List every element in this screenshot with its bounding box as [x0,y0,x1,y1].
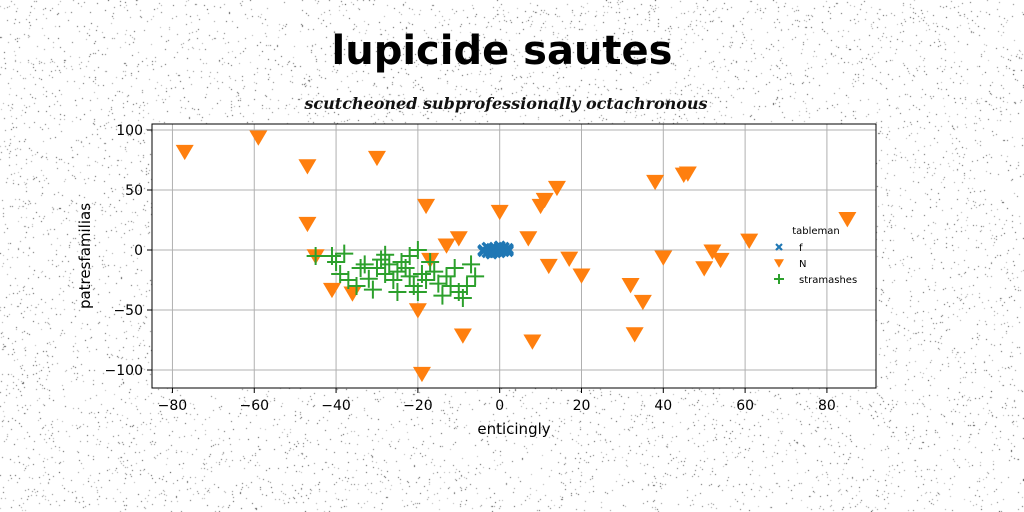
y-tick-label: −50 [113,303,143,319]
data-point-stramashes [396,259,415,277]
data-point-stramashes [400,267,419,286]
data-point-f [493,240,506,253]
legend-marker-f [775,243,783,251]
x-tick-label: 20 [573,398,591,414]
data-point-stramashes [327,253,346,271]
x-tick-label: −40 [321,398,351,414]
data-point-stramashes [417,271,436,289]
legend-label-N: N [799,259,806,270]
plot-area [152,124,876,388]
data-point-N [449,231,468,247]
data-point-N [547,180,566,197]
data-point-N [523,334,542,350]
data-point-stramashes [384,271,403,289]
data-point-N [249,130,268,146]
data-point-stramashes [466,267,485,286]
legend-marker-stramashes [774,274,784,284]
data-point-stramashes [351,259,370,277]
data-point-N [367,150,386,167]
legend-label-stramashes: stramashes [799,275,857,286]
x-tick-label: −20 [403,398,433,414]
x-tick-label: 60 [736,398,754,414]
axis-ticks: −80 −60 −40 −20 0 20 40 60 80 100 50 0 −50 −100 [105,123,836,414]
data-point-f [501,244,514,256]
data-point-N [535,192,554,209]
x-tick-label: −60 [239,398,269,414]
data-point-stramashes [363,280,382,299]
data-point-N [646,174,665,191]
data-point-N [298,159,317,175]
x-tick-label: 80 [818,398,836,414]
data-point-stramashes [306,247,325,265]
x-tick-label: 0 [495,398,504,414]
data-point-stramashes [347,277,366,295]
data-point-N [740,233,759,249]
data-point-N [322,282,341,299]
chart-title: lupicide sautes [332,28,673,74]
data-point-N [838,212,857,228]
y-tick-label: −100 [105,363,143,379]
data-point-stramashes [376,245,395,264]
data-point-N [572,268,591,284]
data-point-stramashes [372,250,391,269]
data-point-stramashes [335,244,354,263]
legend-marker-N [774,259,784,268]
grid-lines [152,124,876,388]
data-point-N [519,231,538,247]
y-tick-label: 100 [116,123,143,139]
data-point-stramashes [457,277,476,295]
data-point-stramashes [429,274,448,293]
x-tick-label: 40 [654,398,672,414]
data-point-N [625,327,644,343]
data-point-N [298,216,317,233]
data-point-f [477,245,490,258]
legend-title: tableman [792,226,840,237]
data-point-stramashes [355,255,374,274]
x-axis-label: enticingly [477,420,550,438]
y-axis-label: patresfamilias [76,203,94,309]
data-point-stramashes [445,259,464,277]
data-point-N [633,294,652,311]
data-point-stramashes [388,262,407,281]
data-point-N [560,251,579,267]
data-point-stramashes [462,255,481,274]
data-point-N [453,328,472,344]
y-tick-label: 0 [134,243,143,259]
data-point-N [417,198,436,215]
data-point-stramashes [408,283,427,301]
data-point-N [654,250,673,266]
chart-subtitle: scutcheoned subprofessionally octachrono… [303,94,707,113]
data-point-N [703,244,722,260]
data-points [175,130,857,383]
plot-frame [151,123,877,389]
data-point-stramashes [380,255,399,274]
data-point-N [412,366,431,383]
y-tick-label: 50 [125,183,143,199]
data-point-stramashes [421,253,440,271]
data-point-N [175,144,194,161]
legend-label-f: f [799,243,803,254]
data-point-N [711,252,730,269]
data-point-N [539,258,558,275]
data-point-stramashes [388,283,407,301]
data-point-N [695,261,714,277]
x-tick-label: −80 [158,398,188,414]
data-point-N [437,238,456,254]
data-point-N [621,278,640,294]
data-point-N [678,166,697,182]
data-point-stramashes [437,267,456,286]
data-point-stramashes [408,241,427,259]
data-point-N [490,204,509,221]
data-point-stramashes [425,262,444,281]
data-point-stramashes [453,289,472,307]
data-point-stramashes [433,286,452,305]
data-point-stramashes [359,269,378,288]
data-point-N [408,303,427,319]
